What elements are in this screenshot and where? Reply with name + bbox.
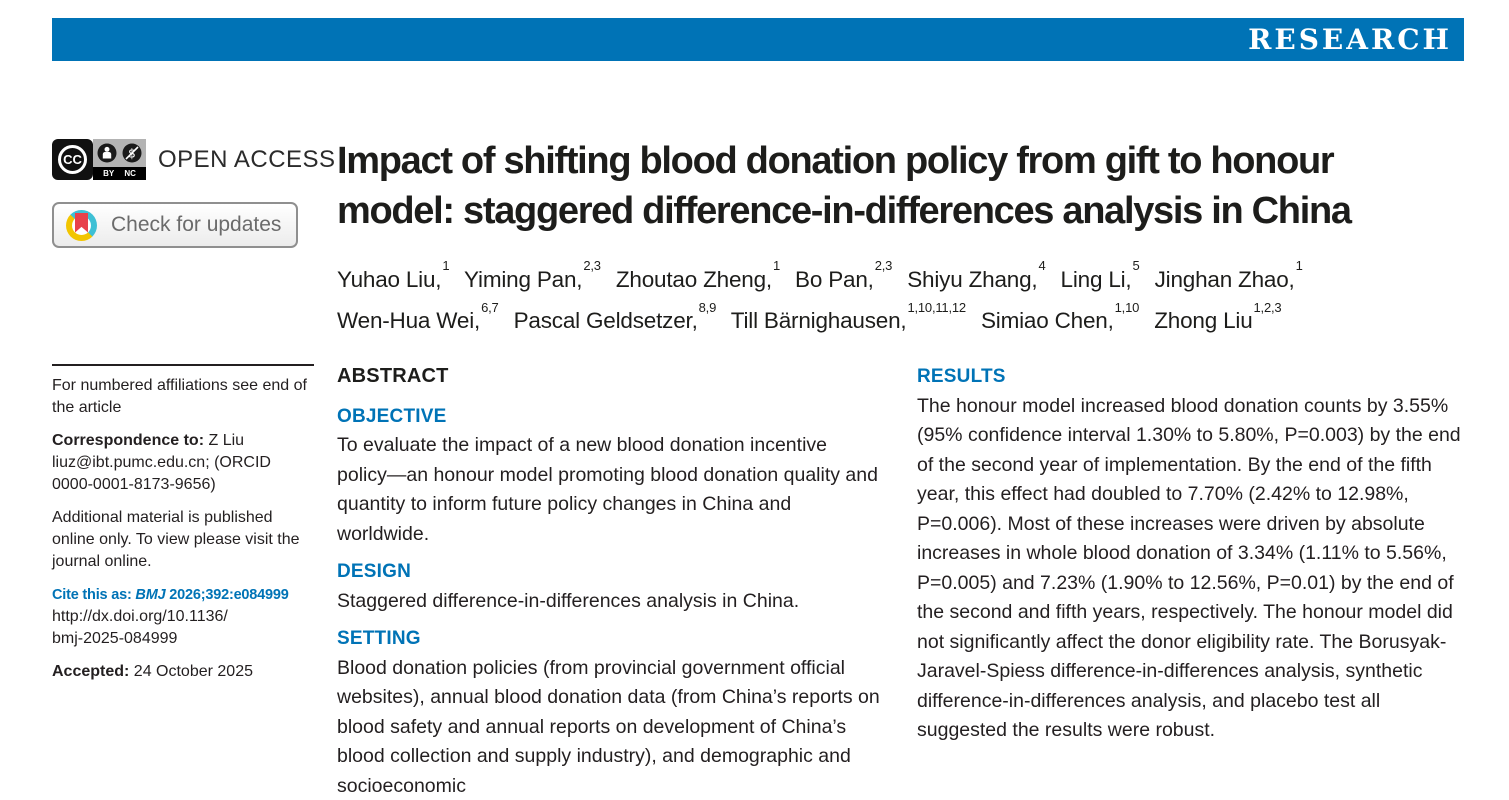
abstract-column-right: RESULTS The honour model increased blood…: [917, 362, 1462, 748]
author: Wen-Hua Wei,6,7: [337, 299, 499, 334]
research-banner-label: RESEARCH: [1248, 23, 1452, 56]
cc-terms-icons: $: [93, 139, 146, 167]
design-heading: DESIGN: [337, 561, 412, 582]
abstract-heading: ABSTRACT: [337, 365, 449, 387]
author-affiliation-sup: 5: [1132, 258, 1140, 273]
author-affiliation-sup: 1: [1295, 258, 1303, 273]
author: Shiyu Zhang,4: [907, 258, 1046, 292]
cc-nc-no-dollar-icon: $: [122, 143, 142, 163]
article-title-line-2: model: staggered difference-in-differenc…: [337, 190, 1352, 232]
author-affiliation-sup: 2,3: [583, 258, 601, 273]
cc-license-badge[interactable]: CC $ BY NC: [52, 139, 146, 180]
crossmark-icon: [66, 209, 97, 241]
author-affiliation-sup: 1: [772, 258, 780, 273]
article-title: Impact of shifting blood donation policy…: [337, 136, 1472, 236]
author: Zhoutao Zheng,1: [615, 258, 780, 292]
correspondence-block: Correspondence to: Z Liu liuz@ibt.pumc.e…: [52, 430, 314, 496]
setting-text: Blood donation policies (from provincial…: [337, 656, 880, 797]
accepted-date: 24 October 2025: [133, 663, 253, 680]
author: Ling Li,5: [1060, 258, 1140, 292]
sidebar-divider: [52, 364, 314, 366]
author: Simiao Chen,1,10: [980, 299, 1140, 334]
abstract-column-left: ABSTRACT OBJECTIVE To evaluate the impac…: [337, 362, 882, 800]
cc-circle-label: CC: [58, 145, 87, 174]
cc-terms-labels: BY NC: [93, 167, 146, 180]
results-heading: RESULTS: [917, 366, 1006, 387]
correspondence-label: Correspondence to:: [52, 432, 209, 449]
cc-by-label: BY: [103, 169, 115, 178]
author: Till Bärnighausen,1,10,11,12: [730, 299, 966, 334]
cc-terms-block: $ BY NC: [93, 139, 146, 180]
author-affiliation-sup: 1: [442, 258, 450, 273]
doi-line-1: http://dx.doi.org/10.1136/: [52, 608, 228, 625]
cite-reference: 2026;392:e084999: [165, 587, 289, 603]
objective-heading: OBJECTIVE: [337, 405, 447, 427]
author-affiliation-sup: 1,2,3: [1253, 299, 1282, 315]
accepted-label: Accepted:: [52, 663, 134, 680]
author-affiliation-sup: 4: [1038, 258, 1046, 273]
cite-journal-name: BMJ: [135, 587, 166, 603]
design-text: Staggered difference-in-differences anal…: [337, 589, 800, 612]
check-for-updates-button[interactable]: Check for updates: [52, 202, 298, 248]
author: Pascal Geldsetzer,8,9: [513, 299, 717, 334]
author-affiliation-sup: 6,7: [481, 299, 499, 315]
author: Zhong Liu1,2,3: [1154, 299, 1282, 334]
cite-as-label: Cite this as:: [52, 587, 136, 603]
setting-heading: SETTING: [337, 628, 421, 649]
check-for-updates-label: Check for updates: [111, 213, 282, 236]
creative-commons-icon: CC: [52, 139, 93, 180]
citation-block: Cite this as: BMJ 2026;392:e084999 http:…: [52, 584, 314, 650]
cc-nc-label: NC: [124, 169, 136, 178]
open-access-row: CC $ BY NC OPEN ACCESS: [52, 139, 336, 180]
research-banner: RESEARCH: [52, 18, 1464, 61]
author-affiliation-sup: 1,10,11,12: [907, 299, 966, 315]
author-affiliation-sup: 1,10: [1114, 299, 1140, 315]
author-list: Yuhao Liu,1 Yiming Pan,2,3 Zhoutao Zheng…: [337, 256, 1472, 339]
doi-line-2: bmj-2025-084999: [52, 630, 178, 647]
open-access-label: OPEN ACCESS: [158, 145, 336, 173]
cite-as-line: Cite this as: BMJ 2026;392:e084999: [52, 587, 289, 603]
correspondence-value: Z Liu liuz@ibt.pumc.edu.cn; (ORCID 0000-…: [52, 432, 271, 493]
affiliations-note: For numbered affiliations see end of the…: [52, 377, 307, 416]
cc-by-person-icon: [97, 143, 117, 163]
accepted-block: Accepted: 24 October 2025: [52, 661, 314, 683]
additional-material-note: Additional material is published online …: [52, 509, 300, 570]
author-affiliation-sup: 8,9: [698, 299, 717, 315]
author: Bo Pan,2,3: [795, 258, 893, 292]
objective-text: To evaluate the impact of a new blood do…: [337, 434, 878, 545]
author-affiliation-sup: 2,3: [874, 258, 893, 273]
author: Yiming Pan,2,3: [464, 258, 601, 292]
article-info-sidebar: For numbered affiliations see end of the…: [52, 364, 314, 694]
results-text: The honour model increased blood donatio…: [917, 394, 1461, 742]
author: Yuhao Liu,1: [337, 258, 450, 292]
author: Jinghan Zhao,1: [1154, 258, 1303, 292]
crossmark-bookmark-icon: [75, 212, 88, 233]
article-title-line-1: Impact of shifting blood donation policy…: [337, 140, 1335, 182]
